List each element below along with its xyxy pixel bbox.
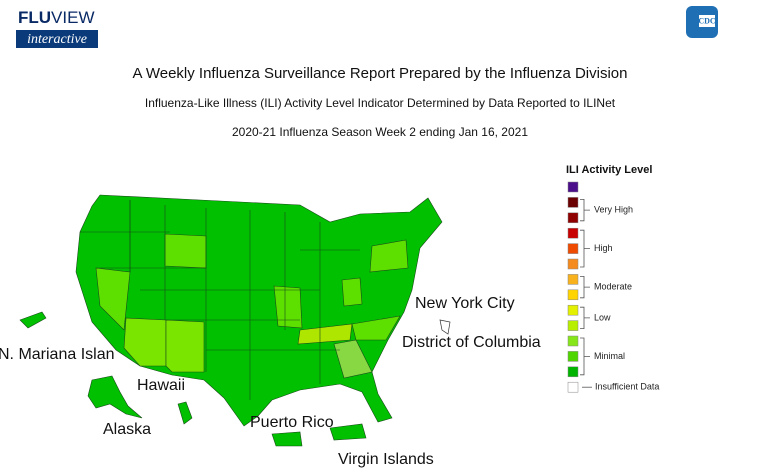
logo-flu: FLU	[18, 8, 51, 27]
hawaii[interactable]	[177, 401, 193, 425]
legend-label: Low	[594, 312, 611, 322]
legend-swatch	[567, 243, 579, 254]
legend-swatch	[567, 258, 579, 270]
map-label: Alaska	[103, 421, 151, 438]
continental-us[interactable]	[75, 194, 443, 427]
alaska[interactable]	[87, 375, 143, 419]
legend-bracket	[580, 306, 590, 329]
puerto-rico[interactable]	[271, 431, 303, 447]
logo-tagline: interactive	[27, 32, 87, 47]
legend-title: ILI Activity Level	[566, 164, 652, 176]
state[interactable]	[297, 323, 353, 345]
legend-bracket	[580, 199, 590, 222]
logo-view: VIEW	[51, 8, 94, 27]
subtitle: Influenza-Like Illness (ILI) Activity Le…	[145, 96, 616, 110]
legend-label: Minimal	[594, 351, 625, 361]
cdc-logo[interactable]: CDC	[686, 6, 718, 38]
legend-swatch	[567, 181, 579, 193]
state[interactable]	[123, 317, 167, 367]
state[interactable]	[333, 339, 373, 379]
legend-swatch	[567, 212, 579, 224]
legend-bracket	[580, 337, 590, 376]
title: A Weekly Influenza Surveillance Report P…	[133, 65, 628, 82]
season: 2020-21 Influenza Season Week 2 ending J…	[232, 125, 528, 139]
state[interactable]	[369, 239, 409, 273]
legend-swatch	[567, 320, 579, 331]
legend-label: Very High	[594, 204, 633, 214]
logo-brand: FLUVIEW	[18, 8, 95, 27]
legend-swatch	[567, 274, 579, 285]
legend-swatch	[567, 289, 579, 301]
map-label: N. Mariana Islan	[0, 346, 115, 363]
legend-swatch	[567, 381, 579, 393]
nyc[interactable]	[439, 319, 451, 335]
legend-bracket	[580, 276, 590, 299]
borders	[80, 200, 360, 400]
legend-swatch	[567, 366, 579, 378]
state[interactable]	[164, 233, 207, 269]
cdc-box	[699, 15, 715, 27]
cdc-text: CDC	[698, 16, 716, 25]
state[interactable]	[341, 277, 363, 307]
legend: ILI Activity Level Very High High Moderate L…	[566, 164, 659, 393]
state[interactable]	[165, 319, 205, 373]
legend-label: Moderate	[594, 281, 632, 291]
logo-bar	[16, 30, 98, 48]
map-label: District of Columbia	[402, 334, 541, 351]
n-mariana[interactable]	[19, 311, 47, 329]
map-label: New York City	[415, 295, 515, 312]
map-labels: New York City District of Columbia N. Mari…	[0, 295, 541, 468]
state[interactable]	[351, 315, 401, 341]
us-map	[19, 194, 451, 447]
legend-swatch	[567, 335, 579, 347]
map-label: Virgin Islands	[338, 451, 434, 468]
legend-swatch	[567, 351, 579, 362]
fluview-logo[interactable]: FLUVIEW interactive	[16, 8, 98, 48]
state[interactable]	[95, 267, 131, 331]
virgin-islands[interactable]	[329, 423, 367, 441]
map-label: Hawaii	[137, 377, 185, 394]
legend-swatch	[567, 227, 579, 239]
legend-label: Insufficient Data	[595, 382, 659, 392]
map-label: Puerto Rico	[250, 414, 334, 431]
legend-swatch	[567, 304, 579, 316]
legend-label: High	[594, 243, 613, 253]
legend-bracket	[580, 229, 590, 268]
state[interactable]	[273, 285, 303, 329]
legend-swatch	[567, 197, 579, 208]
